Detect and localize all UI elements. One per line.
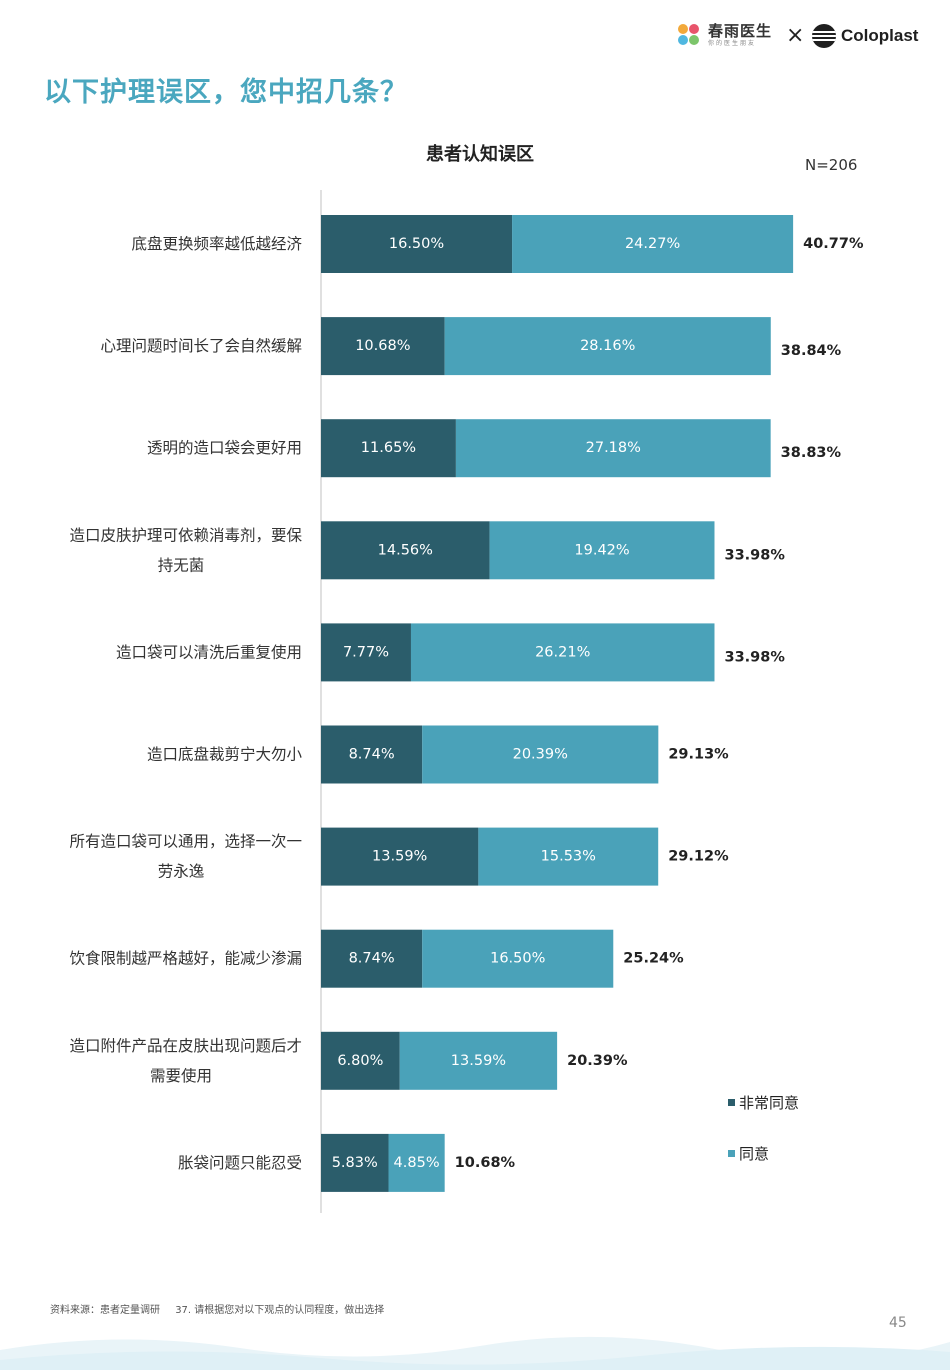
coloplast-mark-icon [812, 24, 836, 48]
page-number: 45 [889, 1315, 907, 1331]
total-value-label: 38.83% [781, 445, 842, 461]
total-value-label: 38.84% [781, 343, 842, 359]
bar-segment-strongly-agree [321, 521, 490, 580]
page-title: 以下护理误区，您中招几条？ [44, 77, 408, 108]
segment-value-label: 11.65% [361, 440, 416, 456]
legend-label-strongly-agree: 非常同意 [739, 1094, 800, 1112]
question-text: 37. 请根据您对以下观点的认同程度，做出选择 [175, 1305, 385, 1316]
total-value-label: 20.39% [567, 1053, 628, 1069]
bar-segment-strongly-agree [321, 929, 423, 988]
coloplast-logo: Coloplast [812, 24, 918, 48]
bar-segment-agree [489, 521, 715, 580]
segment-value-label: 10.68% [355, 338, 410, 354]
segment-value-label: 24.27% [625, 236, 680, 252]
bar-segment-agree [512, 215, 794, 273]
legend-item-agree: 同意 [728, 1143, 769, 1164]
segment-value-label: 4.85% [394, 1155, 440, 1171]
segment-value-label: 16.50% [389, 236, 444, 252]
bar-segment-agree [444, 317, 771, 376]
category-label: 持无菌 [158, 556, 205, 574]
legend-swatch-strongly-agree [728, 1099, 735, 1106]
legend-item-strongly-agree: 非常同意 [728, 1092, 799, 1113]
bar-segment-agree [410, 623, 715, 682]
bar-segment-strongly-agree [321, 1031, 400, 1090]
total-value-label: 29.12% [668, 849, 729, 865]
segment-value-label: 13.59% [451, 1053, 506, 1069]
bar-segment-strongly-agree [321, 419, 456, 478]
total-value-label: 33.98% [724, 547, 785, 563]
decorative-wave [0, 1336, 950, 1370]
chart-title: 患者认知误区 [426, 144, 534, 165]
bar-segment-strongly-agree [321, 623, 411, 682]
times-separator: × [786, 23, 805, 48]
bar-segment-strongly-agree [321, 215, 513, 273]
segment-value-label: 6.80% [337, 1053, 383, 1069]
segment-value-label: 16.50% [490, 951, 545, 967]
segment-value-label: 28.16% [580, 338, 635, 354]
sample-size-label: N=206 [805, 156, 858, 174]
segment-value-label: 15.53% [541, 849, 596, 865]
category-label: 造口袋可以清洗后重复使用 [116, 643, 302, 661]
brand2-name: Coloplast [841, 26, 919, 45]
segment-value-label: 8.74% [349, 951, 395, 967]
segment-value-label: 26.21% [535, 644, 590, 660]
segment-value-label: 5.83% [332, 1155, 378, 1171]
segment-value-label: 7.77% [343, 644, 389, 660]
legend-label-agree: 同意 [739, 1145, 770, 1163]
category-label: 造口附件产品在皮肤出现问题后才 [69, 1037, 302, 1055]
brand1-name: 春雨医生 [708, 22, 773, 40]
category-label: 所有造口袋可以通用，选择一次一 [69, 833, 302, 851]
brand1-slogan: 你的医生朋友 [708, 40, 757, 47]
bar-segment-strongly-agree [321, 1133, 389, 1192]
legend-swatch-agree [728, 1150, 735, 1157]
bar-segment-strongly-agree [321, 827, 479, 886]
bar-segment-strongly-agree [321, 317, 445, 376]
category-label: 底盘更换频率越低越经济 [131, 234, 302, 253]
bar-segment-agree [399, 1031, 558, 1090]
total-value-label: 10.68% [455, 1155, 516, 1171]
category-label: 心理问题时间长了会自然缓解 [100, 337, 302, 355]
segment-value-label: 13.59% [372, 849, 427, 865]
category-label: 透明的造口袋会更好用 [147, 439, 302, 457]
segment-value-label: 27.18% [586, 440, 641, 456]
segment-value-label: 14.56% [378, 542, 433, 558]
segment-value-label: 8.74% [349, 747, 395, 763]
total-value-label: 40.77% [803, 236, 864, 252]
segment-value-label: 19.42% [574, 542, 629, 558]
total-value-label: 29.13% [668, 747, 729, 763]
bar-segment-agree [422, 929, 614, 988]
source-text: 资料来源：患者定量调研 [50, 1305, 160, 1316]
bar-segment-agree [455, 419, 771, 478]
bar-segment-agree [388, 1133, 445, 1192]
category-label: 需要使用 [150, 1067, 212, 1085]
total-value-label: 33.98% [724, 649, 785, 665]
flower-logo-icon [678, 24, 700, 46]
category-label: 造口皮肤护理可依赖消毒剂，要保 [69, 526, 302, 544]
total-value-label: 25.24% [623, 951, 684, 967]
category-label: 造口底盘裁剪宁大勿小 [147, 745, 303, 764]
bar-segment-agree [422, 725, 659, 784]
category-label: 劳永逸 [158, 863, 205, 881]
chunyu-logo: 春雨医生 你的医生朋友 [678, 22, 772, 48]
footer-source: 资料来源：患者定量调研 37. 请根据您对以下观点的认同程度，做出选择 [50, 1301, 396, 1316]
bar-segment-strongly-agree [321, 725, 423, 784]
segment-value-label: 20.39% [513, 747, 568, 763]
category-label: 胀袋问题只能忍受 [178, 1154, 302, 1172]
category-label: 饮食限制越严格越好，能减少渗漏 [69, 950, 302, 968]
bar-segment-agree [478, 827, 659, 886]
